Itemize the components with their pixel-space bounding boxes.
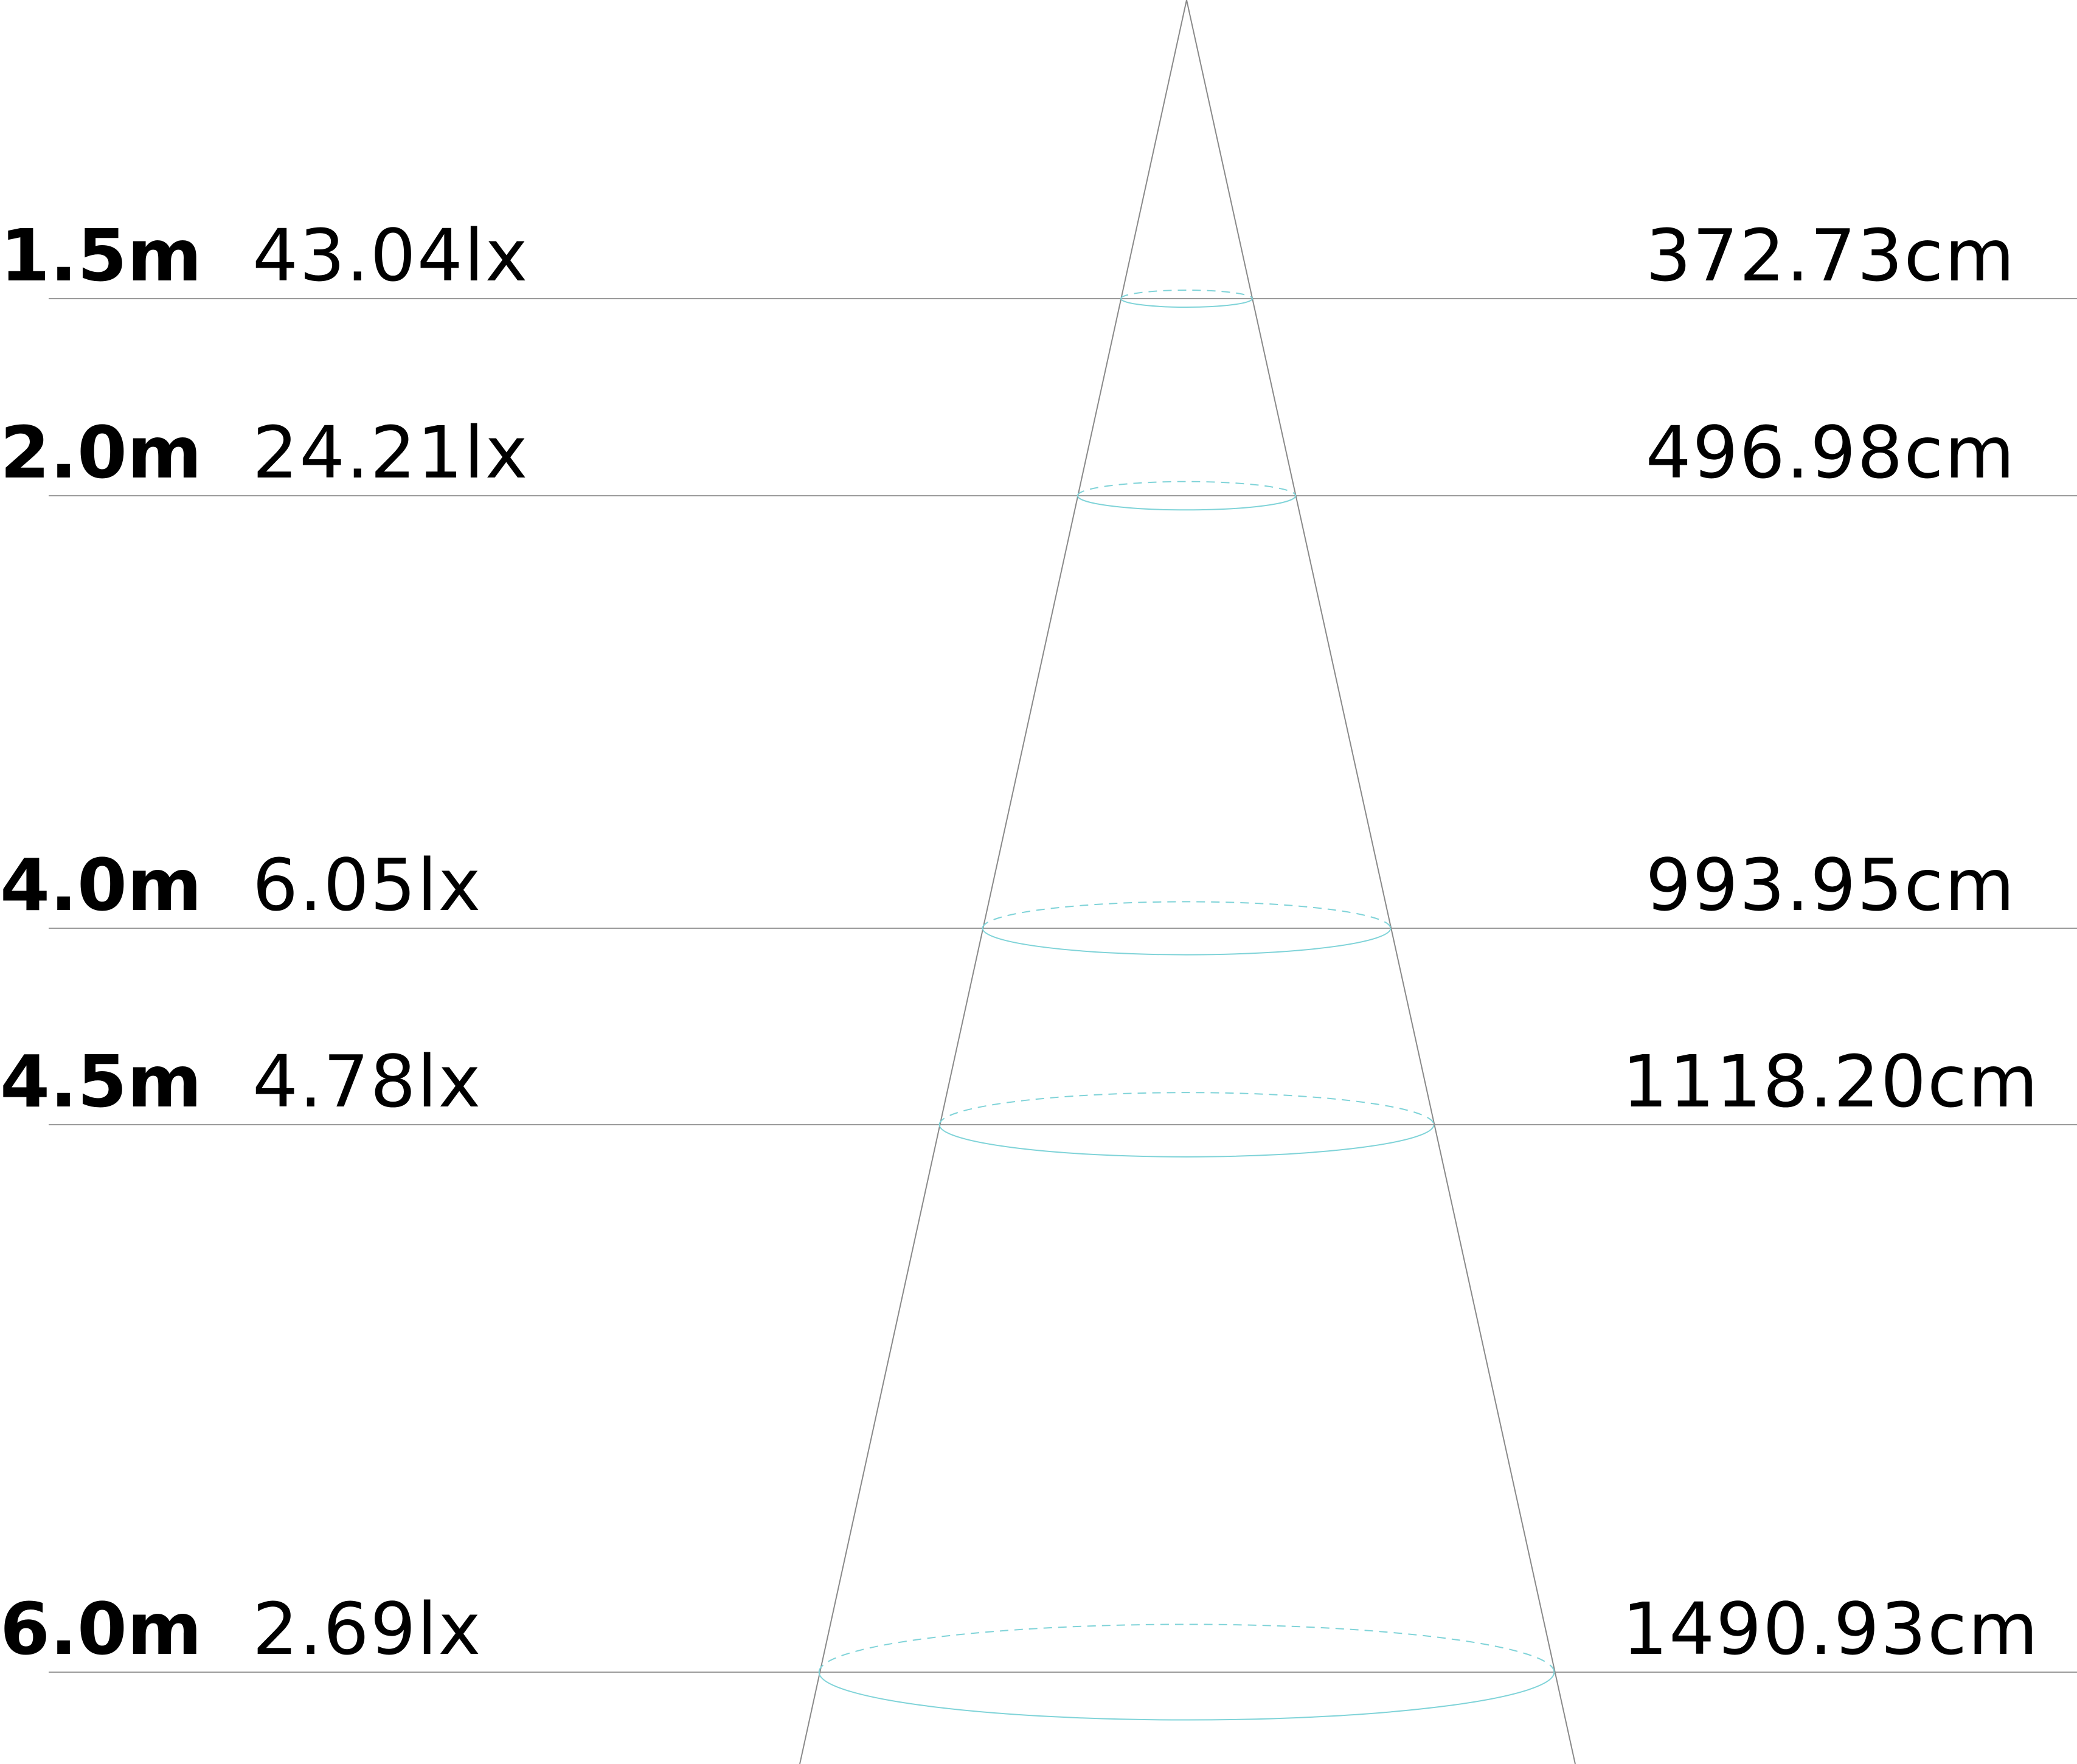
beam-ellipse-front-3 bbox=[938, 1124, 1435, 1158]
beam-ellipse-back-1 bbox=[1077, 481, 1297, 496]
beam-cross-sections bbox=[818, 289, 1555, 1721]
distance-label-1: 2.0m bbox=[0, 411, 202, 495]
illuminance-label-1: 24.21lx bbox=[252, 411, 529, 495]
distance-label-3: 4.5m bbox=[0, 1040, 202, 1123]
illuminance-label-3: 4.78lx bbox=[252, 1040, 482, 1123]
illuminance-label-2: 6.05lx bbox=[252, 843, 482, 927]
guide-lines bbox=[49, 298, 2077, 1673]
distance-label-2: 4.0m bbox=[0, 843, 202, 927]
beam-ellipse-back-2 bbox=[982, 901, 1392, 929]
beam-ellipse-back-0 bbox=[1120, 289, 1253, 299]
distance-label-0: 1.5m bbox=[0, 214, 202, 297]
beam-ellipse-front-2 bbox=[982, 928, 1392, 956]
diameter-label-3: 1118.20cm bbox=[1622, 1040, 2039, 1123]
beam-ellipse-front-4 bbox=[818, 1672, 1555, 1721]
diameter-label-1: 496.98cm bbox=[1646, 411, 2016, 495]
diameter-label-2: 993.95cm bbox=[1646, 843, 2016, 927]
beam-cone bbox=[799, 0, 1576, 1764]
beam-ellipse-back-4 bbox=[818, 1623, 1555, 1673]
beam-ellipse-back-3 bbox=[938, 1092, 1435, 1125]
cone-left-edge bbox=[799, 0, 1187, 1764]
level-labels: 1.5m 43.04lx 372.73cm 2.0m 24.21lx 496.98cm 4.… bbox=[0, 214, 2039, 1671]
beam-ellipse-front-1 bbox=[1077, 495, 1297, 511]
cone-right-edge bbox=[1186, 0, 1576, 1764]
beam-ellipse-front-0 bbox=[1120, 298, 1253, 308]
distance-label-4: 6.0m bbox=[0, 1587, 202, 1671]
illuminance-label-0: 43.04lx bbox=[252, 214, 529, 297]
illuminance-label-4: 2.69lx bbox=[252, 1587, 482, 1671]
diameter-label-4: 1490.93cm bbox=[1622, 1587, 2039, 1671]
diameter-label-0: 372.73cm bbox=[1646, 214, 2016, 297]
